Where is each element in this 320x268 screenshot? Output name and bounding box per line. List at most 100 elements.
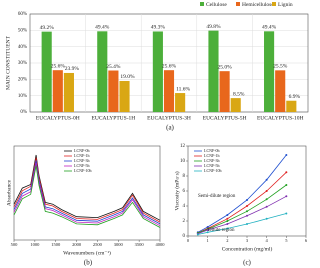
bar <box>63 72 74 112</box>
caption: (b) <box>84 259 93 267</box>
legend-label: LCNF-10h <box>74 168 92 173</box>
x-tick-label: EUCALYPTUS-5H <box>203 115 247 121</box>
y-tick-label: 10% <box>18 94 27 99</box>
annotation: Dilute region <box>208 228 235 233</box>
point <box>226 223 229 225</box>
annotation: Semi-dilute region <box>198 194 236 199</box>
point <box>285 195 288 198</box>
x-tick-label: 0 <box>187 238 190 243</box>
value-label: 23.9% <box>65 66 80 72</box>
x-tick-label: 5 <box>285 238 288 243</box>
x-tick-label: 4000 <box>156 242 166 247</box>
legend-label: LCNF-5h <box>204 163 220 168</box>
point <box>246 199 248 201</box>
x-axis-label: Concentration (mg/ml) <box>222 245 273 252</box>
point <box>206 226 209 228</box>
x-tick-label: 3 <box>246 238 249 243</box>
point <box>196 233 199 236</box>
value-label: 6.9% <box>289 94 301 100</box>
figure: (a) 0% 10% 20% 30% 40% 50% 60% MAIN CONSTITUENT E… <box>5 2 309 267</box>
series-line <box>13 162 161 227</box>
legend-label: Lignin <box>278 2 293 8</box>
series-line <box>13 165 161 228</box>
x-tick-label: 2500 <box>93 242 103 247</box>
y-axis-label: Absorbance <box>6 179 12 206</box>
y-tick-label: 60% <box>18 12 27 17</box>
bar <box>219 71 230 112</box>
point <box>206 231 209 234</box>
caption: (c) <box>243 259 251 267</box>
x-tick-label: 2000 <box>72 242 82 247</box>
legend-label: Cellulose <box>206 2 227 8</box>
legend-label: LCNF-1h <box>204 153 220 158</box>
series-line <box>197 172 287 234</box>
series-line <box>13 160 161 225</box>
series-line <box>197 213 287 235</box>
point <box>285 184 288 186</box>
bar <box>52 70 63 112</box>
legend-swatch <box>272 2 276 6</box>
legend-swatch <box>200 2 204 6</box>
x-tick-label: 500 <box>11 242 19 247</box>
bar <box>41 31 52 112</box>
point <box>285 171 288 174</box>
plot-frame <box>13 145 161 241</box>
legend-label: LCNF-3h <box>74 158 90 163</box>
bar <box>175 93 186 112</box>
point <box>285 154 288 156</box>
x-tick-label: 3000 <box>114 242 124 247</box>
value-label: 49.4% <box>95 25 110 31</box>
x-tick-label: 2 <box>226 238 228 243</box>
point <box>265 205 268 208</box>
bar <box>97 31 108 113</box>
series-line <box>197 184 287 234</box>
point <box>246 205 248 207</box>
value-label: 25.6% <box>162 63 177 69</box>
value-label: 25.5% <box>273 64 288 70</box>
value-label: 8.5% <box>233 91 245 97</box>
x-tick-label: 1 <box>207 238 209 243</box>
y-tick-label: 0 <box>183 234 186 239</box>
x-axis-label: Wavenumbers (cm⁻¹) <box>63 249 111 256</box>
y-tick-label: 2 <box>183 219 186 224</box>
y-axis-label: MAIN CONSTITUENT <box>5 35 11 90</box>
x-tick-label: 4 <box>266 238 269 243</box>
y-tick-label: 10 <box>180 159 186 164</box>
legend-label: LCNF-5h <box>74 163 90 168</box>
x-tick-label: EUCALYPTUS-1H <box>92 115 136 121</box>
x-tick-label: 6 <box>305 238 308 243</box>
legend-label: LCNF-1h <box>74 153 90 158</box>
point <box>265 217 268 220</box>
y-tick-label: 40% <box>18 45 27 50</box>
legend-swatch <box>236 2 240 6</box>
bar <box>108 70 119 112</box>
value-label: 25.0% <box>217 64 232 70</box>
bar <box>152 31 163 112</box>
series-line <box>13 157 161 223</box>
point <box>226 220 229 222</box>
legend-label: LCNF-0h <box>204 148 220 153</box>
bar <box>208 30 219 112</box>
point <box>226 227 229 230</box>
point <box>265 198 268 201</box>
point <box>285 212 288 215</box>
bar <box>163 70 175 112</box>
y-tick-label: 12 <box>180 144 186 149</box>
y-tick-label: 0% <box>20 110 27 115</box>
point <box>206 229 209 231</box>
point <box>265 190 268 192</box>
x-tick-label: EUCALYPTUS-10H <box>257 115 304 121</box>
legend-label: LCNF-0h <box>74 148 90 153</box>
point <box>246 223 248 225</box>
y-tick-label: 30% <box>18 61 27 66</box>
value-label: 25.4% <box>106 64 121 70</box>
y-tick-label: 6 <box>183 189 186 194</box>
x-tick-label: EUCALYPTUS-0H <box>36 115 80 121</box>
x-tick-label: 1000 <box>30 242 40 247</box>
legend-label: Hemicellulose <box>242 2 274 8</box>
point <box>226 214 229 216</box>
y-tick-label: 20% <box>18 77 27 82</box>
y-tick-label: 50% <box>18 28 27 33</box>
legend-label: LCNF-3h <box>204 158 220 163</box>
value-label: 49.8% <box>206 24 221 30</box>
